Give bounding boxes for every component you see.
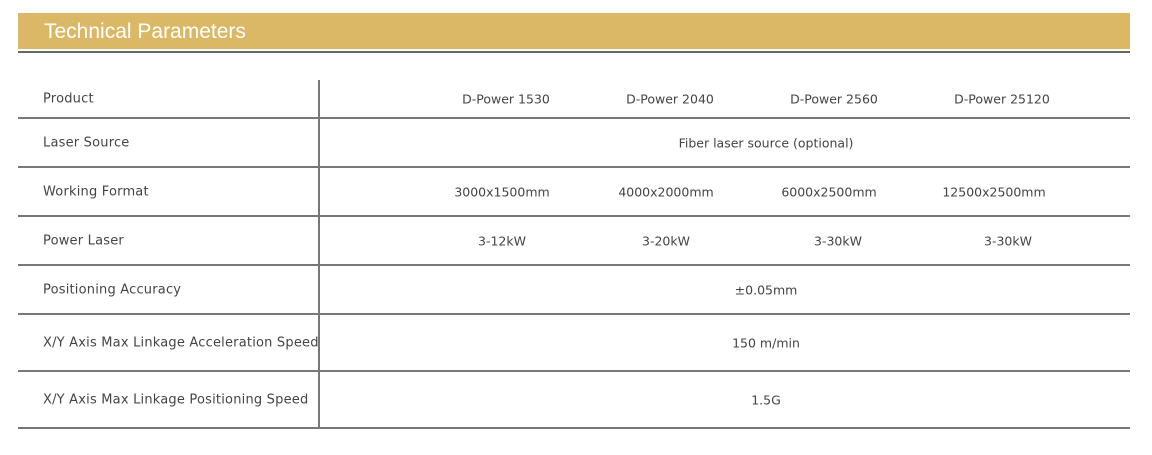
table-row-product: Product D-Power 1530 D-Power 2040 D-Powe…	[18, 80, 1130, 119]
row-label: Laser Source	[43, 135, 130, 150]
column-divider	[318, 80, 320, 428]
cell: 1.5G	[751, 392, 781, 407]
cell: Fiber laser source (optional)	[678, 135, 854, 150]
cell: 3-20kW	[642, 233, 690, 248]
row-label: Working Format	[43, 184, 149, 199]
cell: 3-30kW	[984, 233, 1032, 248]
cell: 150 m/min	[732, 335, 800, 350]
cell: D-Power 1530	[462, 91, 550, 106]
row-label: X/Y Axis Max Linkage Positioning Speed	[43, 392, 309, 407]
table-row-laser-source: Laser Source Fiber laser source (optiona…	[18, 119, 1130, 168]
cell: 3-12kW	[478, 233, 526, 248]
cell: ±0.05mm	[734, 282, 798, 297]
cell: 3000x1500mm	[454, 184, 550, 199]
cell: D-Power 25120	[954, 91, 1050, 106]
cell: 3-30kW	[814, 233, 862, 248]
row-label: Product	[43, 91, 94, 106]
cell: D-Power 2040	[626, 91, 714, 106]
section-header: Technical Parameters	[18, 13, 1130, 49]
table-row-acceleration-speed: X/Y Axis Max Linkage Acceleration Speed …	[18, 315, 1130, 372]
cell: 12500x2500mm	[942, 184, 1046, 199]
row-label: Positioning Accuracy	[43, 282, 182, 297]
header-divider	[18, 51, 1130, 53]
table-row-working-format: Working Format 3000x1500mm 4000x2000mm 6…	[18, 168, 1130, 217]
cell: D-Power 2560	[790, 91, 878, 106]
table-row-power-laser: Power Laser 3-12kW 3-20kW 3-30kW 3-30kW	[18, 217, 1130, 266]
cell: 4000x2000mm	[618, 184, 714, 199]
row-label: Power Laser	[43, 233, 124, 248]
row-label: X/Y Axis Max Linkage Acceleration Speed	[43, 335, 319, 350]
table-row-positioning-speed: X/Y Axis Max Linkage Positioning Speed 1…	[18, 372, 1130, 429]
cell: 6000x2500mm	[781, 184, 877, 199]
section-title: Technical Parameters	[44, 20, 246, 43]
table-row-positioning-accuracy: Positioning Accuracy ±0.05mm	[18, 266, 1130, 315]
